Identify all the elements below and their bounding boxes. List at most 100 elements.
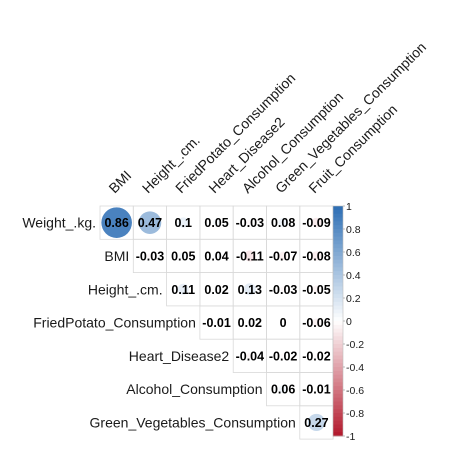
correlation-circle: [147, 253, 153, 259]
scale-segment: [333, 405, 343, 410]
scale-segment: [333, 252, 343, 257]
scale-segment: [333, 386, 343, 391]
cell-value-label: 0: [280, 316, 287, 330]
scale-segment: [333, 229, 343, 234]
cell-value-label: -0.02: [302, 349, 331, 363]
correlation-circle: [314, 387, 319, 391]
correlation-circle: [247, 320, 253, 325]
scale-segment: [333, 393, 343, 399]
scale-tick-label: -0.2: [346, 339, 364, 351]
scale-segment: [333, 255, 343, 261]
correlation-circle: [212, 218, 221, 227]
scale-segment: [333, 367, 343, 372]
scale-segment: [333, 267, 343, 272]
row-label: Heart_Disease2: [129, 348, 230, 364]
correlation-circle: [307, 413, 326, 432]
scale-segment: [333, 336, 343, 341]
scale-segment: [333, 390, 343, 395]
scale-segment: [333, 432, 343, 437]
scale-segment: [333, 397, 343, 402]
scale-segment: [333, 286, 343, 291]
row-label: FriedPotato_Consumption: [33, 315, 196, 331]
cell-value-label: -0.03: [269, 283, 298, 297]
cell-value-label: 0.13: [238, 283, 262, 297]
cell-value-label: -0.09: [302, 216, 331, 230]
cell-value-label: 0.27: [304, 416, 328, 430]
scale-segment: [333, 340, 343, 345]
scale-segment: [333, 294, 343, 299]
scale-segment: [333, 282, 343, 287]
scale-segment: [333, 275, 343, 280]
scale-segment: [333, 378, 343, 383]
scale-segment: [333, 424, 343, 429]
scale-tick-label: -1: [346, 431, 355, 443]
scale-segment: [333, 213, 343, 218]
cell-value-label: -0.01: [302, 383, 331, 397]
scale-segment: [333, 217, 343, 222]
cell-value-label: -0.05: [302, 283, 331, 297]
cell-value-label: 0.06: [271, 383, 295, 397]
cell-grid: [99, 205, 334, 440]
scale-segment: [333, 301, 343, 307]
correlation-circle: [280, 353, 286, 359]
correlation-circle: [246, 219, 253, 226]
scale-segment: [333, 401, 343, 406]
cell-value-label: 0.04: [204, 249, 228, 263]
scale-segment: [333, 428, 343, 433]
correlation-circle: [312, 318, 321, 327]
scale-segment: [333, 332, 343, 337]
correlation-circle: [278, 251, 288, 261]
scale-segment: [333, 324, 343, 330]
correlation-circle: [243, 283, 256, 296]
scale-segment: [333, 374, 343, 379]
cell-value-label: -0.03: [236, 216, 265, 230]
cell-value-label: -0.02: [269, 349, 298, 363]
scale-segment: [333, 382, 343, 387]
scale-segment: [333, 244, 343, 249]
column-label: Green_Vegetables_Consumption: [272, 39, 429, 196]
correlation-circle: [312, 285, 321, 293]
scale-segment: [333, 221, 343, 226]
scale-segment: [333, 309, 343, 314]
scale-segment: [333, 321, 343, 326]
scale-tick-label: 0: [346, 316, 352, 328]
correlation-circle: [179, 252, 187, 260]
row-label: BMI: [104, 248, 129, 264]
scale-tick-label: 1: [346, 201, 352, 213]
cell-value-labels: 0.86 0.47 0.1 0.05 -0.03 0.08 -0.09 -0.03 0.05 0.…: [104, 216, 330, 430]
cell-value-label: -0.07: [269, 249, 298, 263]
scale-segment: [333, 225, 343, 230]
scale-tick-label: -0.8: [346, 408, 364, 420]
correlation-circle: [314, 353, 319, 359]
correlation-circle: [213, 252, 220, 260]
scale-segment: [333, 328, 343, 333]
correlation-circle: [178, 217, 189, 228]
cell-value-label: 0.86: [104, 216, 128, 230]
cell-value-label: 0.02: [204, 283, 228, 297]
scale-segment: [333, 263, 343, 268]
correlation-circle: [246, 352, 254, 360]
row-labels: Weight_.kg. BMI Height_.cm. FriedPotato_Con…: [22, 215, 295, 431]
scale-segment: [333, 290, 343, 295]
correlation-circle: [177, 283, 189, 295]
scale-segment: [333, 351, 343, 356]
scale-segment: [333, 298, 343, 303]
scale-segment: [333, 413, 343, 418]
cell-value-label: -0.06: [302, 316, 331, 330]
cell-value-label: 0.05: [171, 249, 195, 263]
scale-segment: [333, 355, 343, 360]
cell-value-label: -0.11: [236, 249, 264, 263]
cell-value-label: 0.05: [204, 216, 228, 230]
correlation-circle: [138, 211, 162, 234]
scale-segment: [333, 317, 343, 322]
correlation-circle: [214, 320, 219, 325]
color-scale-legend: 1 0.8 0.6 0.4 0.2 0 -0.2 -0.4 -0.6 -0.8 -1: [332, 201, 364, 443]
row-label: Green_Vegetables_Consumption: [90, 414, 296, 430]
cell-value-label: -0.08: [302, 249, 331, 263]
column-labels: BMI Height_.cm.FriedPotato_ConsumptionHea…: [105, 39, 429, 196]
cell-value-label: 0.11: [171, 283, 195, 297]
scale-segment: [333, 278, 343, 284]
scale-tick-label: -0.6: [346, 385, 364, 397]
scale-tick-label: -0.4: [346, 362, 364, 374]
